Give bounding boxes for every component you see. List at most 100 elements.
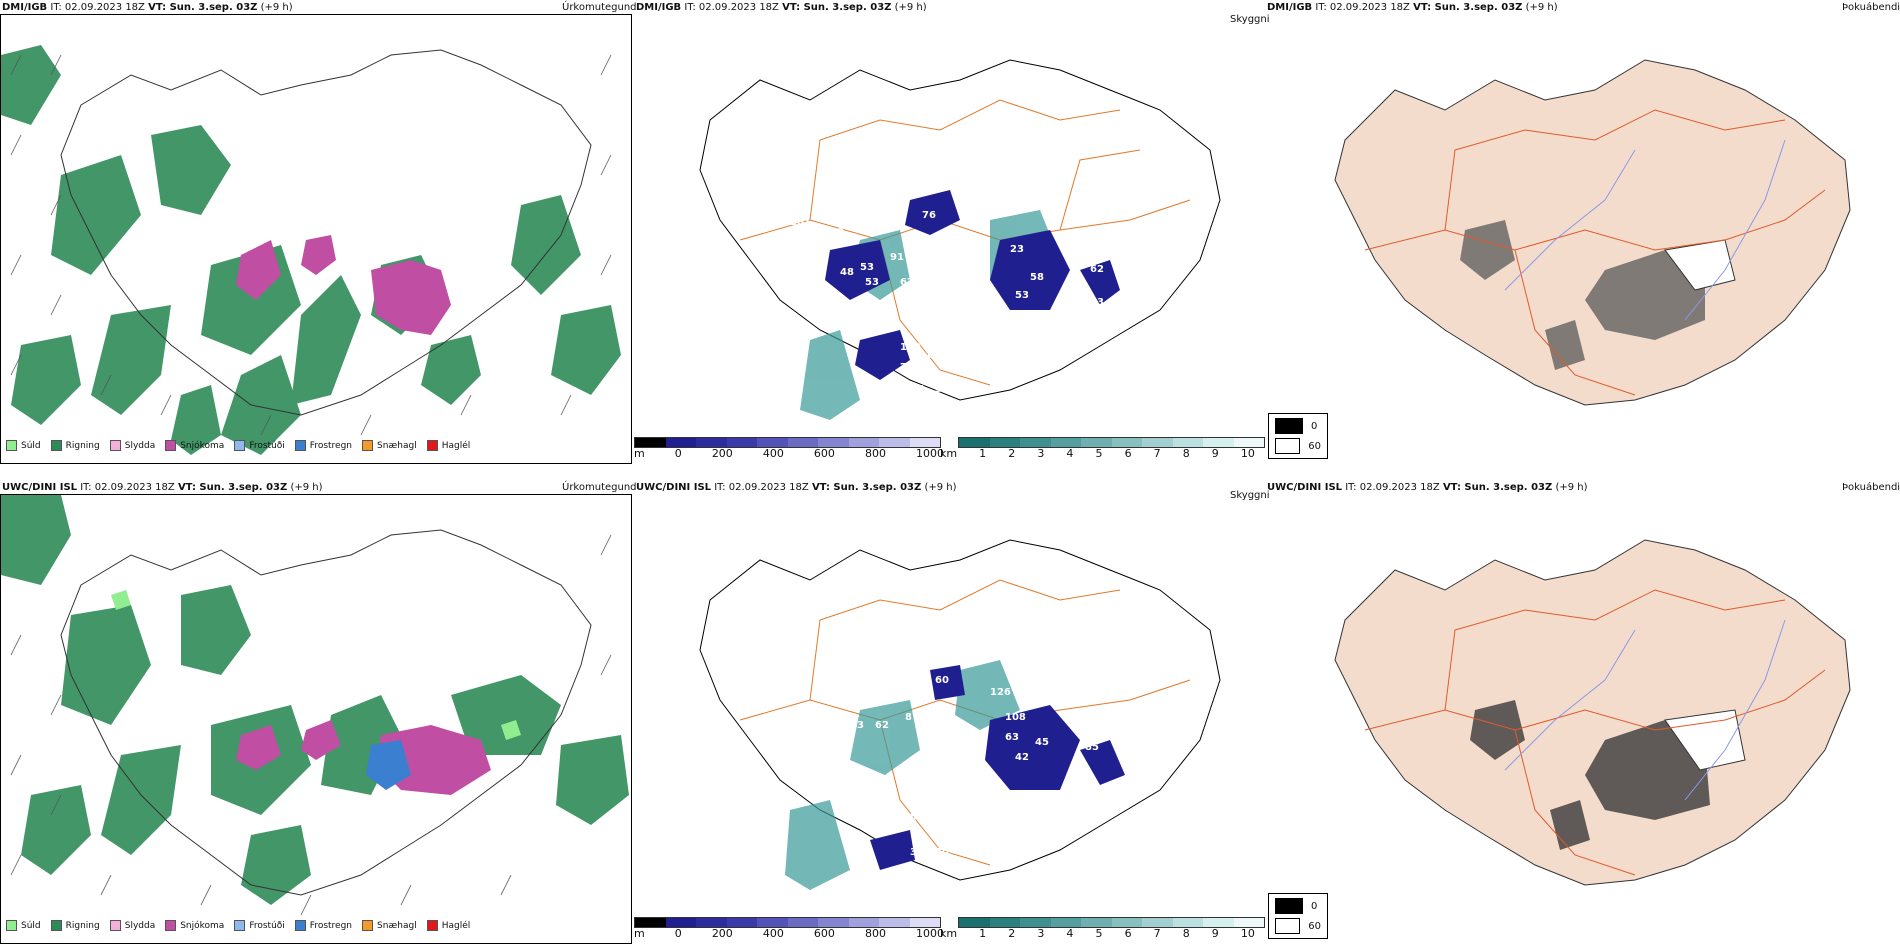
scale-step bbox=[1233, 918, 1264, 927]
model-name: DMI/IGB bbox=[636, 2, 682, 13]
precip-type-map-1[interactable] bbox=[0, 14, 632, 464]
scale-step bbox=[1111, 918, 1142, 927]
tick-label: 4 bbox=[1066, 447, 1074, 460]
header-right: DMI/IGB IT: 02.09.2023 18Z VT: Sun. 3.se… bbox=[1267, 2, 1558, 13]
height-scale-labels: m 0 200 400 600 800 1000 bbox=[634, 447, 944, 460]
tick-label: 400 bbox=[762, 447, 784, 460]
legend-label: Frostregn bbox=[309, 440, 353, 451]
scale-step bbox=[665, 438, 696, 447]
tick-label: 6 bbox=[1124, 927, 1132, 940]
unit-label: km bbox=[940, 927, 958, 940]
precip-map-svg bbox=[1, 45, 621, 455]
swatch bbox=[50, 920, 62, 931]
scale-step bbox=[818, 438, 849, 447]
visibility-map-svg: 60 63 62 87 60 126 108 45 63 42 85 64 22… bbox=[699, 539, 1221, 890]
legend-item: Slydda bbox=[109, 920, 155, 931]
visibility-map-svg: 117 83 102 69 101 146 91 53 76 23 48 53 … bbox=[699, 59, 1221, 420]
legend-label: Rigning bbox=[65, 440, 100, 451]
panel-title: Þokuábendi bbox=[1842, 482, 1900, 493]
vis-label: 42 bbox=[1015, 752, 1029, 763]
legend-label: Haglél bbox=[441, 440, 471, 451]
vis-label: 23 bbox=[900, 767, 914, 778]
legend-label: Súld bbox=[21, 440, 41, 451]
scale-step bbox=[696, 438, 727, 447]
tick-label: 200 bbox=[711, 447, 733, 460]
legend-label: Snæhagl bbox=[377, 920, 417, 931]
fog-legend-row: 0 bbox=[1275, 898, 1321, 914]
legend-item: Súld bbox=[6, 440, 41, 451]
vis-label: 91 bbox=[890, 252, 904, 263]
scale-step bbox=[787, 918, 818, 927]
vis-label: 30 bbox=[1065, 320, 1079, 331]
init-time: IT: 02.09.2023 18Z bbox=[684, 2, 779, 13]
scale-step bbox=[696, 918, 727, 927]
swatch bbox=[1275, 918, 1301, 934]
vis-label: 76 bbox=[922, 210, 936, 221]
swatch bbox=[165, 440, 177, 451]
fog-legend-value: 0 bbox=[1311, 900, 1318, 912]
scale-step bbox=[879, 918, 910, 927]
tick-label: 7 bbox=[1153, 927, 1161, 940]
lead-time: (+9 h) bbox=[260, 2, 293, 13]
swatch bbox=[234, 920, 246, 931]
visibility-values: 117 83 102 69 101 146 91 53 76 23 48 53 … bbox=[780, 77, 1104, 395]
vis-label: 60 bbox=[935, 675, 949, 686]
lead-time: (+9 h) bbox=[1555, 482, 1588, 493]
legend-item: Snæhagl bbox=[362, 920, 417, 931]
legend-item: Snjókoma bbox=[165, 920, 224, 931]
tick-label: 6 bbox=[1124, 447, 1132, 460]
precip-type-map-2[interactable] bbox=[0, 494, 632, 944]
fog-map-svg bbox=[1334, 539, 1851, 886]
panel-title: Skyggni bbox=[1230, 490, 1270, 501]
tick-label: 200 bbox=[711, 927, 733, 940]
visibility-values: 60 63 62 87 60 126 108 45 63 42 85 64 22… bbox=[850, 632, 1114, 858]
scale-step bbox=[1172, 918, 1203, 927]
header-left: DMI/IGB IT: 02.09.2023 18Z VT: Sun. 3.se… bbox=[2, 2, 293, 13]
fog-legend-value: 60 bbox=[1308, 440, 1321, 452]
scale-step bbox=[989, 438, 1020, 447]
visibility-map-2[interactable]: 60 63 62 87 60 126 108 45 63 42 85 64 22… bbox=[660, 520, 1260, 910]
fog-legend-value: 60 bbox=[1308, 920, 1321, 932]
glacier bbox=[1664, 709, 1746, 771]
scale-step bbox=[757, 438, 788, 447]
fog-map-2[interactable] bbox=[1305, 520, 1865, 910]
fog-map-1[interactable] bbox=[1305, 40, 1865, 430]
swatch bbox=[294, 920, 306, 931]
low-visibility-areas bbox=[825, 190, 1120, 380]
init-time: IT: 02.09.2023 18Z bbox=[1345, 482, 1440, 493]
scale-step bbox=[1050, 918, 1081, 927]
vis-label: 37 bbox=[910, 384, 924, 395]
legend-label: Súld bbox=[21, 920, 41, 931]
header-left: UWC/DINI ISL IT: 02.09.2023 18Z VT: Sun.… bbox=[2, 482, 323, 493]
tick-label: 2 bbox=[1008, 447, 1016, 460]
swatch bbox=[6, 440, 17, 451]
roads bbox=[1364, 109, 1826, 396]
tick-label: 7 bbox=[1153, 447, 1161, 460]
vis-label: 85 bbox=[1085, 742, 1099, 753]
visibility-map-1[interactable]: 117 83 102 69 101 146 91 53 76 23 48 53 … bbox=[660, 40, 1260, 430]
scale-step bbox=[909, 438, 940, 447]
swatch bbox=[234, 440, 246, 451]
tick-label: 400 bbox=[762, 927, 784, 940]
scale-step bbox=[909, 918, 940, 927]
swatch bbox=[294, 440, 306, 451]
scale-step bbox=[726, 438, 757, 447]
scale-step bbox=[757, 918, 788, 927]
coastline bbox=[699, 59, 1221, 401]
scale-step bbox=[1203, 918, 1234, 927]
legend-label: Frostregn bbox=[309, 920, 353, 931]
fog-legend-value: 0 bbox=[1311, 420, 1318, 432]
lead-time: (+9 h) bbox=[894, 2, 927, 13]
scale-step bbox=[1020, 918, 1051, 927]
legend-label: Frostúði bbox=[249, 920, 285, 931]
rivers bbox=[1504, 619, 1786, 801]
vis-label: 108 bbox=[1005, 712, 1026, 723]
rivers bbox=[1504, 139, 1786, 321]
vis-label: 45 bbox=[1035, 737, 1049, 748]
precip-legend: Súld Rigning Slydda Snjókoma Frostúði Fr… bbox=[6, 440, 470, 451]
roads bbox=[1364, 589, 1826, 876]
vis-label: 119 bbox=[900, 342, 921, 353]
vis-label: 114 bbox=[925, 350, 946, 361]
wind-barbs bbox=[10, 534, 612, 916]
fog-legend: 0 60 bbox=[1268, 413, 1328, 459]
